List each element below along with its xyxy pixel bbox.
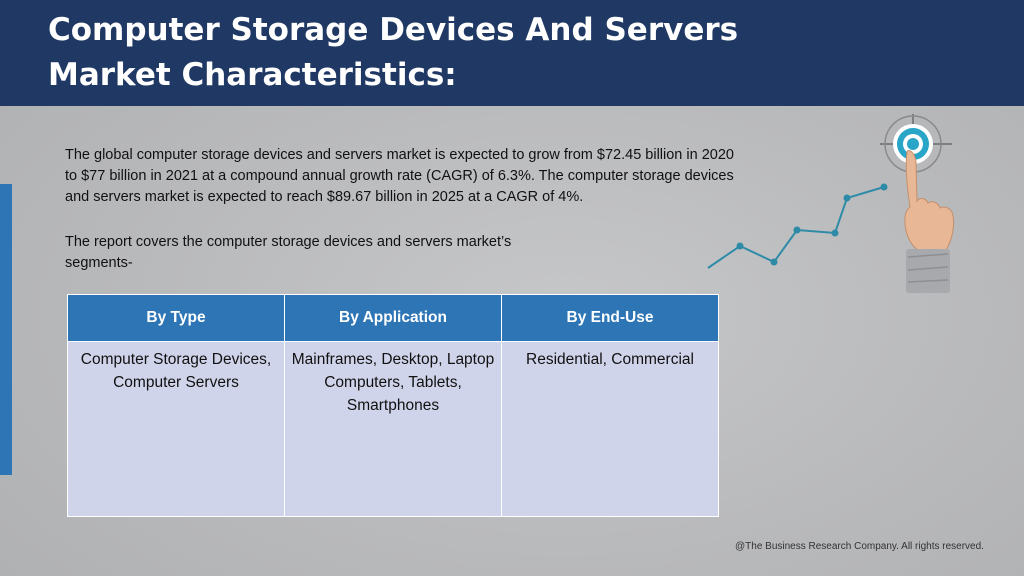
header-by-end-use: By End-Use xyxy=(501,294,719,342)
header-by-type: By Type xyxy=(67,294,285,342)
growth-chart-icon xyxy=(707,114,955,293)
segments-table: By Type By Application By End-Use Comput… xyxy=(67,294,719,517)
market-summary-text: The global computer storage devices and … xyxy=(65,147,734,205)
cell-type-values: Computer Storage Devices, Computer Serve… xyxy=(67,341,285,517)
cell-application-values: Mainframes, Desktop, Laptop Computers, T… xyxy=(284,341,502,517)
title-banner: Computer Storage Devices And Servers Mar… xyxy=(0,0,1024,106)
header-by-application: By Application xyxy=(284,294,502,342)
target-icon xyxy=(880,114,952,174)
segments-intro-text: The report covers the computer storage d… xyxy=(65,234,512,271)
pointing-hand-icon xyxy=(904,149,955,293)
table-header-row: By Type By Application By End-Use xyxy=(67,294,719,342)
page-title: Computer Storage Devices And Servers Mar… xyxy=(48,12,739,93)
cell-end-use-values: Residential, Commercial xyxy=(501,341,719,517)
table-row: Computer Storage Devices, Computer Serve… xyxy=(67,341,719,517)
accent-bar xyxy=(0,184,12,475)
copyright-footer: @The Business Research Company. All righ… xyxy=(735,541,984,552)
